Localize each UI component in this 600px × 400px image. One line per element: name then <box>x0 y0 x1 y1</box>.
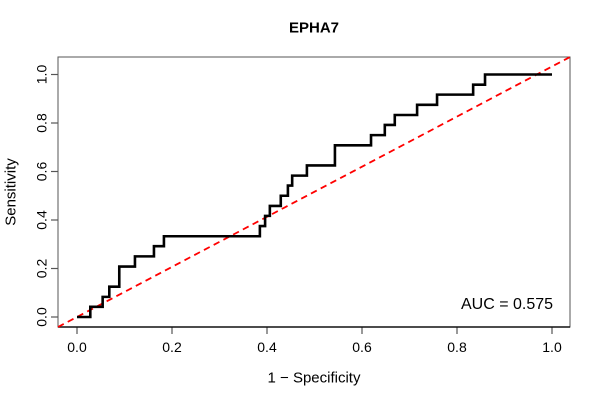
x-tick-label: 0.8 <box>447 339 467 355</box>
y-tick-label: 0.8 <box>34 113 50 133</box>
y-tick-label: 0.6 <box>34 162 50 182</box>
y-axis-label: Sensitivity <box>2 158 20 226</box>
x-tick-label: 0.0 <box>67 339 87 355</box>
x-tick-label: 0.6 <box>352 339 372 355</box>
chance-diagonal-line <box>57 56 571 328</box>
x-tick-label: 0.2 <box>162 339 182 355</box>
y-tick-label: 0.0 <box>34 307 50 327</box>
chart-title: EPHA7 <box>288 19 340 37</box>
auc-annotation: AUC = 0.575 <box>460 296 554 313</box>
y-tick-label: 1.0 <box>34 65 50 85</box>
x-axis-label: 1 − Specificity <box>267 369 361 387</box>
x-tick-label: 0.4 <box>257 339 277 355</box>
x-tick-label: 1.0 <box>542 339 562 355</box>
y-tick-label: 0.2 <box>34 259 50 279</box>
roc-curve <box>77 73 552 319</box>
y-tick-label: 0.4 <box>34 210 50 230</box>
